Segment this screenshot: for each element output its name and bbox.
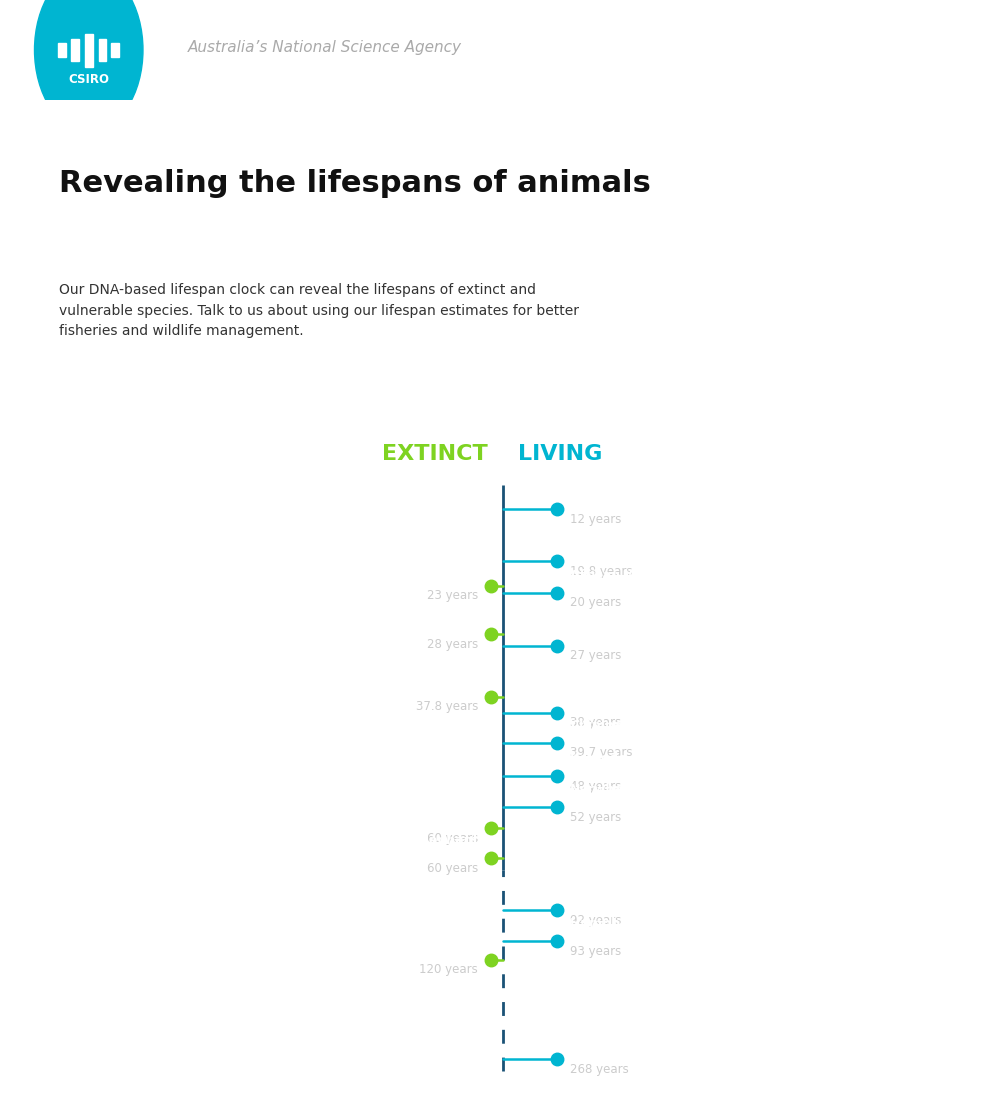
Text: Australia’s National Science Agency: Australia’s National Science Agency (187, 40, 461, 55)
Text: 93 years: 93 years (570, 945, 621, 958)
Text: Straight tusked elephant: Straight tusked elephant (303, 834, 478, 847)
Text: European turtle dove: European turtle dove (570, 622, 719, 634)
Text: Chimpanzee: Chimpanzee (570, 719, 656, 732)
Text: 19.8 years: 19.8 years (570, 564, 632, 578)
Text: Our DNA-based lifespan clock can reveal the lifespans of extinct and
vulnerable : Our DNA-based lifespan clock can reveal … (59, 283, 579, 338)
Text: 28 years: 28 years (427, 638, 478, 651)
Text: CSIRO: CSIRO (68, 73, 109, 87)
Text: 27 years: 27 years (570, 650, 621, 662)
Text: 37.8 years: 37.8 years (416, 700, 478, 713)
Text: African Wild Dog: African Wild Dog (570, 569, 687, 581)
Text: Narwhal: Narwhal (570, 783, 628, 796)
Text: 60 years: 60 years (427, 832, 478, 845)
FancyBboxPatch shape (71, 39, 79, 61)
Text: African bullfrog: African bullfrog (570, 538, 679, 550)
Text: 60 years: 60 years (427, 862, 478, 875)
Text: Passenger pigeon: Passenger pigeon (353, 610, 478, 623)
Text: Woolly mammoth: Woolly mammoth (357, 804, 478, 817)
Text: Milkfish: Milkfish (570, 486, 625, 498)
Text: 12 years: 12 years (570, 512, 621, 526)
Text: 92 years: 92 years (570, 914, 621, 926)
Text: 39.7 years: 39.7 years (570, 746, 632, 760)
Text: 38 years: 38 years (570, 716, 621, 729)
Ellipse shape (35, 0, 143, 132)
Text: 120 years: 120 years (419, 964, 478, 976)
Text: 52 years: 52 years (570, 811, 621, 824)
Text: 23 years: 23 years (427, 589, 478, 602)
Text: Sperm Whale: Sperm Whale (570, 886, 664, 899)
Text: Revealing the lifespans of animals: Revealing the lifespans of animals (59, 170, 651, 199)
Text: 48 years: 48 years (570, 780, 621, 793)
Text: Little bush moa: Little bush moa (369, 561, 478, 574)
FancyBboxPatch shape (58, 43, 66, 57)
Text: EXTINCT: EXTINCT (383, 444, 488, 464)
Text: Bowhead whale: Bowhead whale (570, 1035, 680, 1048)
FancyBboxPatch shape (99, 39, 106, 61)
Text: LIVING: LIVING (518, 444, 602, 464)
Text: Early modern human: Early modern human (570, 689, 716, 702)
Text: Pinta Island giant tortoise: Pinta Island giant tortoise (295, 936, 478, 949)
Text: 268 years: 268 years (570, 1062, 629, 1076)
FancyBboxPatch shape (111, 43, 119, 57)
Text: Humpback Whale: Humpback Whale (570, 917, 692, 930)
Text: 20 years: 20 years (570, 597, 621, 609)
Text: Komodo dragon: Komodo dragon (570, 752, 680, 765)
Text: Neanderthal & Denisovan: Neanderthal & Denisovan (299, 672, 478, 685)
FancyBboxPatch shape (85, 33, 93, 67)
